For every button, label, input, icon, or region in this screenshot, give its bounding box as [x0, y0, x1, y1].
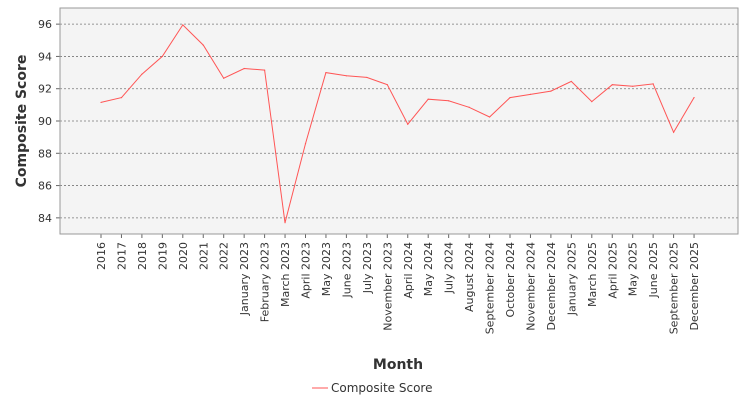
- y-tick-label: 94: [38, 50, 52, 63]
- x-tick-label: 2022: [218, 242, 231, 270]
- x-tick-label: July 2023: [361, 242, 374, 294]
- data-point: [407, 123, 409, 125]
- x-tick-label: November 2024: [524, 242, 537, 331]
- x-tick-label: 2020: [177, 242, 190, 270]
- data-point: [161, 55, 163, 58]
- plot-border: [59, 7, 739, 235]
- x-tick-label: December 2024: [545, 242, 558, 331]
- data-point: [284, 222, 286, 224]
- data-point: [632, 85, 634, 87]
- x-tick-label: January 2023: [238, 242, 251, 316]
- data-point: [202, 44, 204, 46]
- data-point: [591, 101, 593, 103]
- data-point: [570, 80, 572, 83]
- y-tick-label: 90: [38, 115, 52, 128]
- y-axis-title: Composite Score: [14, 55, 30, 188]
- series-line: [100, 24, 695, 223]
- data-point: [386, 84, 388, 86]
- y-tick-label: 92: [38, 83, 52, 96]
- x-axis: 2016 2017 2018 2019 2020 2021 2022 January 2023…: [95, 234, 701, 334]
- data-point: [182, 24, 184, 26]
- x-tick-label: September 2024: [484, 242, 497, 334]
- y-tick-label: 88: [38, 147, 52, 160]
- x-tick-label: 2021: [197, 242, 210, 270]
- x-tick-label: February 2023: [259, 242, 272, 322]
- x-tick-label: 2016: [95, 242, 108, 270]
- x-tick-label: August 2024: [463, 242, 476, 312]
- data-point: [652, 83, 654, 85]
- x-axis-title: Month: [373, 357, 423, 373]
- x-tick-label: April 2024: [402, 242, 415, 299]
- legend: Composite Score: [312, 381, 432, 395]
- data-point: [100, 101, 102, 104]
- series-layer: [100, 24, 695, 224]
- data-point: [264, 69, 266, 71]
- data-point: [223, 77, 225, 79]
- data-point: [325, 71, 327, 74]
- data-point: [141, 73, 143, 75]
- x-tick-label: July 2024: [443, 242, 456, 294]
- data-point: [673, 131, 675, 133]
- x-tick-label: May 2024: [422, 242, 435, 296]
- data-point: [550, 90, 552, 92]
- data-point: [488, 116, 491, 118]
- data-point: [304, 143, 307, 145]
- data-point: [529, 93, 532, 95]
- legend-label: Composite Score: [331, 381, 432, 395]
- data-point: [448, 100, 450, 102]
- data-point: [509, 96, 511, 99]
- x-tick-label: September 2025: [668, 242, 681, 334]
- x-tick-label: April 2023: [300, 242, 313, 299]
- data-point: [345, 75, 347, 77]
- data-point: [611, 84, 613, 86]
- x-tick-label: April 2025: [606, 242, 619, 299]
- x-tick-label: January 2025: [565, 242, 578, 316]
- x-tick-label: December 2025: [688, 242, 701, 331]
- x-tick-label: November 2023: [381, 242, 394, 331]
- x-tick-label: June 2025: [647, 242, 660, 298]
- x-tick-label: March 2023: [279, 242, 292, 307]
- y-tick-label: 84: [38, 212, 52, 225]
- x-tick-label: May 2023: [320, 242, 333, 296]
- data-point: [120, 96, 123, 99]
- data-point: [243, 67, 245, 70]
- x-tick-label: May 2025: [627, 242, 640, 296]
- data-point: [427, 98, 429, 100]
- x-tick-label: June 2023: [340, 242, 353, 298]
- y-axis: 84 86 88 90 92 94 96: [38, 18, 60, 225]
- gridlines: [60, 23, 738, 219]
- x-tick-label: 2018: [136, 242, 149, 270]
- data-point: [693, 96, 695, 99]
- x-tick-label: 2019: [156, 242, 169, 270]
- x-tick-label: 2017: [115, 242, 128, 270]
- y-tick-label: 96: [38, 18, 52, 31]
- x-tick-label: March 2025: [586, 242, 599, 307]
- data-point: [468, 106, 470, 108]
- x-tick-label: October 2024: [504, 242, 517, 318]
- y-tick-label: 86: [38, 180, 52, 193]
- data-point: [366, 76, 368, 79]
